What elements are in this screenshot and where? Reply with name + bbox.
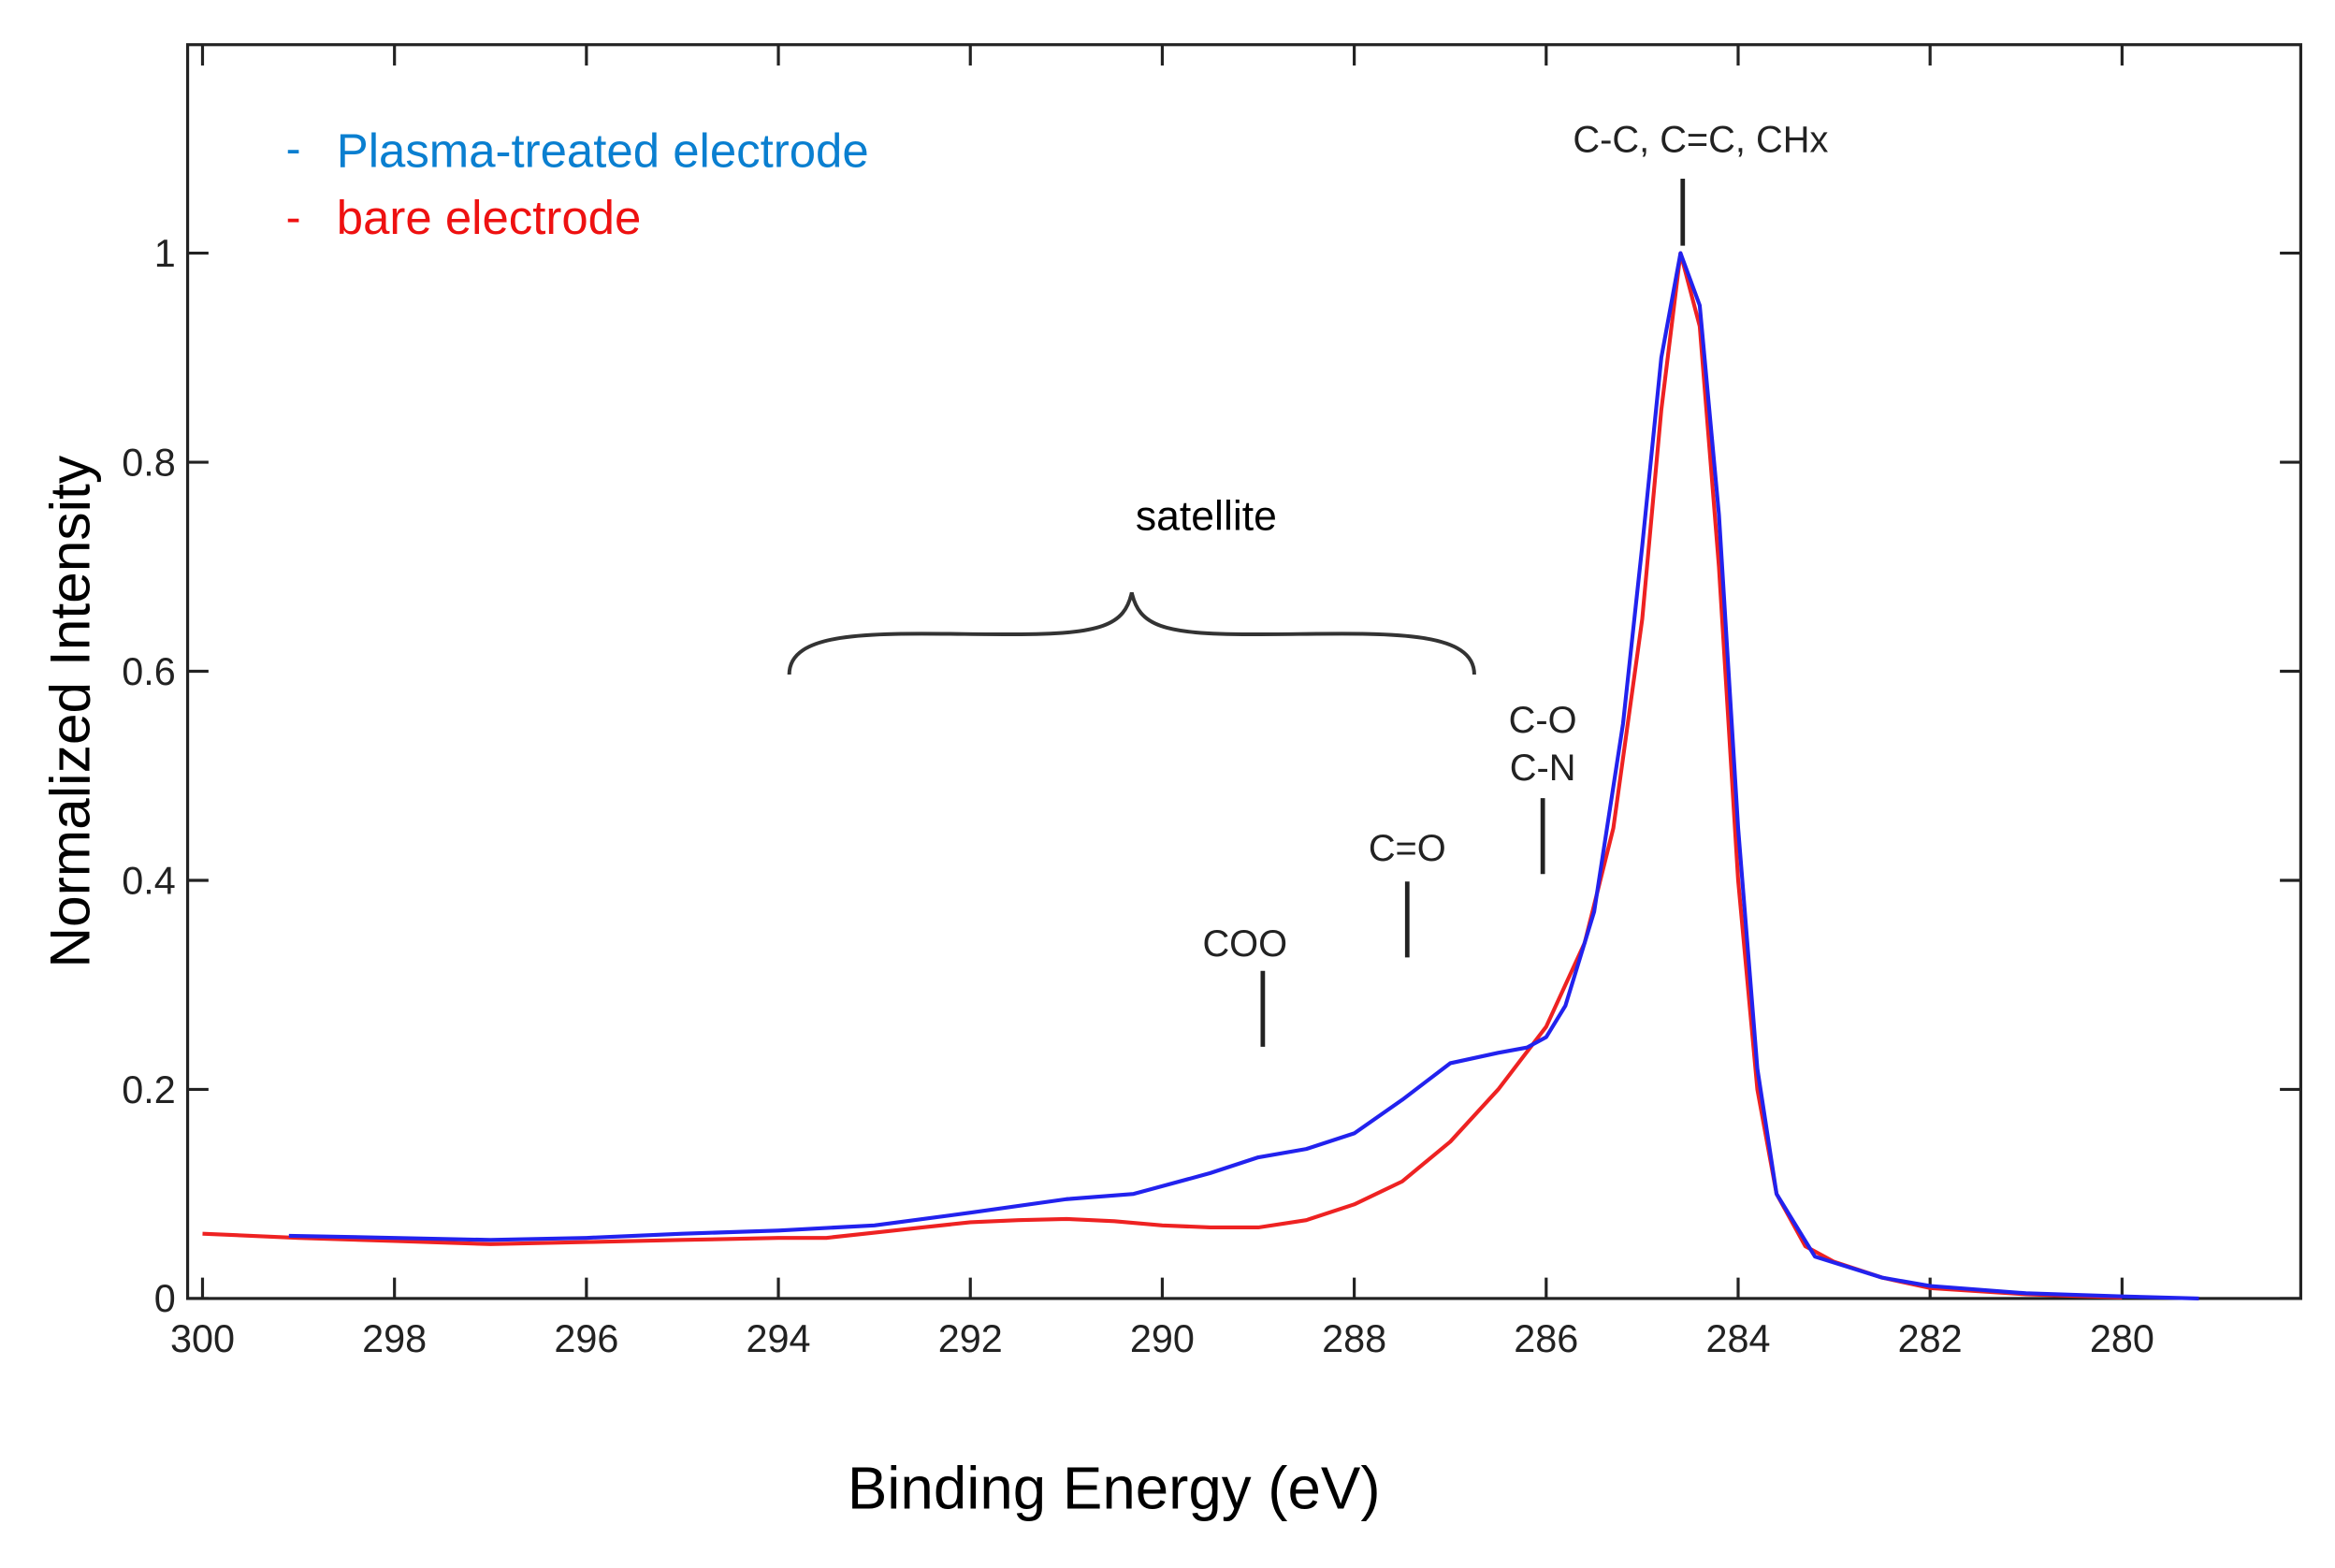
x-tick-label: 296 xyxy=(554,1317,618,1360)
x-tick-label: 284 xyxy=(1705,1317,1770,1360)
satellite-brace xyxy=(787,592,1476,675)
legend-dash-plasma: - xyxy=(286,124,301,174)
legend-label-plasma: Plasma-treated electrode xyxy=(337,123,869,177)
x-tick-label: 290 xyxy=(1130,1317,1195,1360)
x-tick-label: 282 xyxy=(1898,1317,1963,1360)
x-axis-label: Binding Energy (eV) xyxy=(848,1455,1381,1521)
legend: - Plasma-treated electrode - bare electr… xyxy=(286,123,869,244)
annotation-cn: C-N xyxy=(1510,748,1576,789)
x-tick-label: 292 xyxy=(938,1317,1003,1360)
x-tick-label: 300 xyxy=(170,1317,235,1360)
annotation-coo: COO xyxy=(1202,923,1287,965)
annotation-cc: C-C, C=C, CHx xyxy=(1573,119,1828,160)
legend-label-bare: bare electrode xyxy=(337,191,642,244)
y-axis-label: Normalized Intensity xyxy=(38,455,102,968)
legend-dash-bare: - xyxy=(286,193,301,242)
annotations: C-C, C=C, CHx C-O C-N C=O COO satellite xyxy=(787,119,1828,1047)
y-tick-label: 0.4 xyxy=(122,859,176,902)
annotation-c-double-o: C=O xyxy=(1369,828,1446,869)
x-tick-label: 286 xyxy=(1514,1317,1578,1360)
y-tick-label: 0.8 xyxy=(122,441,176,484)
series-line-plasma-treated xyxy=(288,251,2199,1300)
y-tick-label: 0.2 xyxy=(122,1068,176,1111)
x-tick-label: 288 xyxy=(1322,1317,1386,1360)
x-tick-label: 294 xyxy=(747,1317,811,1360)
x-tick-label: 298 xyxy=(362,1317,427,1360)
annotation-co: C-O xyxy=(1509,700,1577,741)
x-tick-label: 280 xyxy=(2090,1317,2154,1360)
y-tick-label: 0 xyxy=(154,1277,176,1320)
annotation-satellite: satellite xyxy=(1136,494,1277,540)
axis-ticks: 300 298 296 294 292 290 288 286 284 282 280 0 0.2 0.4… xyxy=(122,44,2301,1360)
series-lines xyxy=(202,251,2199,1300)
y-tick-label: 1 xyxy=(154,232,176,275)
y-tick-label: 0.6 xyxy=(122,650,176,693)
series-line-bare xyxy=(202,251,2123,1299)
